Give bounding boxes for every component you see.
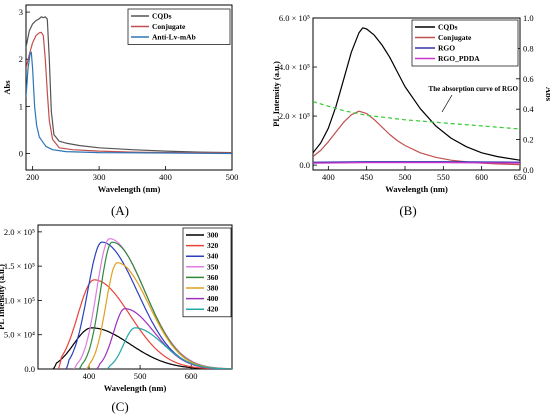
panel-c: 400 500 600 0.0 5.0 × 10⁴ 1.0 × 10⁵ 1.5 × 10⁵ 2… bbox=[0, 224, 233, 393]
y-right-tick-label: 0.6 bbox=[523, 74, 534, 84]
panel-label-c: (C) bbox=[111, 399, 128, 414]
x-tick-label: 650 bbox=[514, 172, 527, 182]
annotation-arrow bbox=[441, 94, 453, 113]
legend-entry: RGO bbox=[438, 44, 455, 53]
panel-label-b: (B) bbox=[399, 203, 416, 218]
plot-frame bbox=[37, 224, 233, 370]
y-tick-label: 0.0 bbox=[24, 364, 35, 374]
y-tick-label: 1.5 × 10⁵ bbox=[4, 261, 35, 271]
x-tick-label: 600 bbox=[185, 371, 198, 381]
panel-a: 200 300 400 500 0 1 2 3 Wavelength (nm) Abs CQDsCo… bbox=[2, 4, 239, 194]
legend-entry: CQDs bbox=[152, 12, 172, 21]
legend-entry: Conjugate bbox=[438, 33, 472, 42]
x-tick-label: 300 bbox=[93, 172, 106, 182]
legend-entry: Conjugate bbox=[152, 22, 186, 31]
series-line-conjugate bbox=[26, 31, 232, 154]
series-line-conjugate bbox=[313, 110, 520, 166]
x-axis-label: Wavelength (nm) bbox=[385, 184, 448, 194]
y-tick-label: 2.0 × 10⁵ bbox=[4, 227, 35, 237]
y-tick-label: 2.0 × 10⁵ bbox=[279, 111, 310, 121]
y-tick-label: 1 bbox=[19, 101, 23, 111]
series-line-320 bbox=[57, 279, 232, 369]
legend-entry: 320 bbox=[207, 241, 219, 250]
y-tick-label: 6.0 × 10⁵ bbox=[279, 13, 310, 23]
y-axis-label: PL Intensity (a.u.) bbox=[271, 61, 281, 127]
plot-area bbox=[26, 16, 232, 155]
y-tick-label: 0.0 bbox=[299, 160, 310, 170]
x-tick-label: 500 bbox=[399, 172, 412, 182]
legend-entry: CQDs bbox=[438, 23, 458, 32]
y-axis-label: Abs bbox=[2, 80, 12, 95]
x-tick-label: 600 bbox=[475, 172, 488, 182]
x-tick-label: 550 bbox=[437, 172, 450, 182]
y-tick-label: 1.0 × 10⁵ bbox=[4, 295, 35, 305]
series-line-cqds bbox=[26, 16, 232, 154]
y-right-tick-label: 0.8 bbox=[523, 43, 534, 53]
y-tick-label: 4.0 × 10⁵ bbox=[279, 62, 310, 72]
x-tick-label: 400 bbox=[83, 371, 96, 381]
y-right-tick-label: 1.0 bbox=[523, 13, 534, 23]
plot-frame bbox=[25, 4, 233, 171]
x-tick-label: 500 bbox=[226, 172, 239, 182]
y-right-tick-label: 0.0 bbox=[523, 165, 534, 175]
plot-area bbox=[52, 238, 232, 369]
annotation-text: The absorption curve of RGO bbox=[429, 85, 519, 93]
series-line-cqds bbox=[313, 27, 520, 161]
y-right-tick-label: 0.4 bbox=[523, 104, 534, 114]
plot-area bbox=[313, 27, 520, 166]
panel-label-a: (A) bbox=[111, 203, 129, 218]
y-right-tick-label: 0.2 bbox=[523, 135, 534, 145]
y-tick-label: 0 bbox=[19, 149, 23, 159]
y-axis-right-label: Abs bbox=[544, 87, 550, 102]
legend-entry: 380 bbox=[207, 284, 219, 293]
series-line-400 bbox=[96, 308, 232, 369]
x-tick-label: 500 bbox=[134, 371, 147, 381]
legend-entry: 300 bbox=[207, 231, 219, 240]
legend-box bbox=[182, 227, 232, 318]
series-line-rgo-pdda bbox=[313, 162, 520, 164]
legend-entry: 360 bbox=[207, 273, 219, 282]
y-tick-label: 3 bbox=[19, 7, 23, 17]
x-tick-label: 200 bbox=[26, 172, 39, 182]
x-tick-label: 400 bbox=[159, 172, 172, 182]
series-line-absorption bbox=[313, 101, 520, 130]
x-tick-label: 400 bbox=[322, 172, 335, 182]
y-axis-label: PL Intensity (a.u.) bbox=[0, 264, 6, 330]
series-line-anti-lv-mab bbox=[26, 51, 232, 155]
legend-entry: 420 bbox=[207, 305, 219, 314]
plot-frame bbox=[312, 17, 521, 171]
series-line-420 bbox=[106, 327, 232, 369]
y-tick-label: 2 bbox=[19, 54, 23, 64]
series-line-rgo bbox=[313, 161, 520, 163]
legend-entry: 400 bbox=[207, 294, 219, 303]
x-tick-label: 450 bbox=[360, 172, 373, 182]
x-axis-label: Wavelength (nm) bbox=[98, 184, 161, 194]
legend-entry: 340 bbox=[207, 252, 219, 261]
y-tick-label: 5.0 × 10⁴ bbox=[4, 330, 35, 340]
x-axis-label: Wavelength (nm) bbox=[104, 383, 167, 393]
legend-entry: 350 bbox=[207, 262, 219, 271]
legend-entry: RGO_PDDA bbox=[438, 54, 480, 63]
legend-entry: Anti-Lv-mAb bbox=[152, 33, 196, 42]
